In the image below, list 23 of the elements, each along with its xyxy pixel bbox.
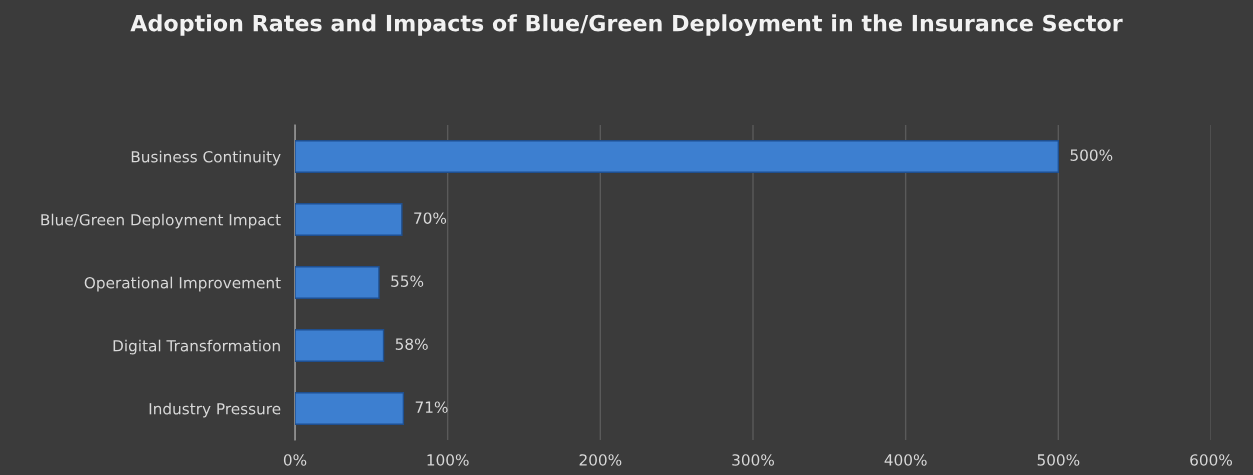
data-label: 70% xyxy=(414,212,447,224)
y-tick-label: Digital Transformation xyxy=(113,339,280,355)
y-tick-label: Industry Pressure xyxy=(149,402,281,418)
bar xyxy=(295,266,380,299)
y-tick-label: Operational Improvement xyxy=(84,276,281,292)
chart-title: Adoption Rates and Impacts of Blue/Green Deployment in the Insurance Sector xyxy=(130,14,1123,36)
data-label: 55% xyxy=(391,275,424,287)
x-tick-label: 500% xyxy=(1037,454,1080,466)
y-tick-label: Blue/Green Deployment Impact xyxy=(41,213,281,229)
bar xyxy=(295,203,403,236)
data-label: 500% xyxy=(1070,149,1113,161)
x-tick-label: 400% xyxy=(884,454,927,466)
x-tick-label: 100% xyxy=(427,454,469,466)
y-tick-label: Business Continuity xyxy=(131,150,281,166)
bar xyxy=(295,140,1060,173)
data-label: 58% xyxy=(395,338,428,350)
bar xyxy=(295,392,405,425)
x-tick-label: 300% xyxy=(732,454,774,466)
x-tick-label: 0% xyxy=(283,454,307,466)
bar xyxy=(295,329,385,362)
x-tick-label: 600% xyxy=(1190,454,1232,466)
data-label: 71% xyxy=(415,401,448,413)
x-tick-label: 200% xyxy=(579,454,622,466)
